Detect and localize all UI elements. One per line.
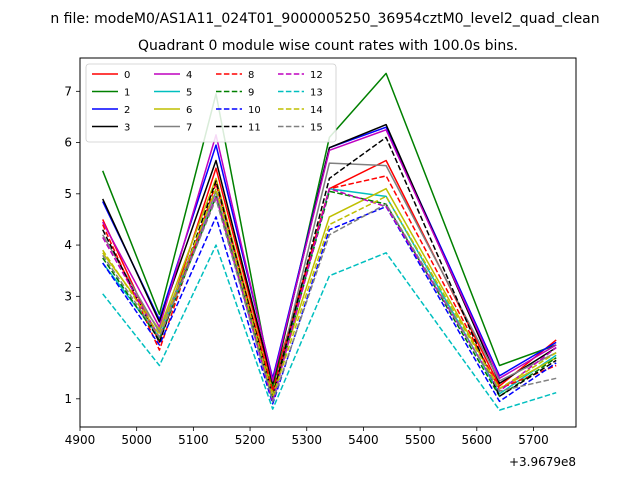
series-line-8	[102, 175, 557, 392]
series-layer	[102, 72, 557, 411]
y-tick-label: 6	[64, 136, 72, 150]
y-tick-label: 5	[64, 187, 72, 201]
chart-title: Quadrant 0 module wise count rates with …	[138, 38, 518, 54]
y-tick-label: 3	[64, 289, 72, 303]
x-axis: 4900 5000 5100 5200 5300 5400 5500 5600 5700	[65, 427, 549, 447]
legend-label: 0	[124, 70, 130, 81]
x-tick-label: 5100	[178, 433, 209, 447]
series-line-15	[102, 198, 557, 403]
legend-label: 2	[124, 105, 130, 116]
legend-label: 5	[186, 88, 192, 99]
legend-label: 10	[248, 105, 261, 116]
legend-box	[85, 63, 337, 143]
legend-label: 9	[248, 88, 254, 99]
legend-label: 3	[124, 123, 130, 134]
series-line-4	[102, 129, 557, 382]
legend-label: 8	[248, 70, 254, 81]
legend-label: 4	[186, 70, 192, 81]
x-tick-label: 5600	[462, 433, 493, 447]
y-tick-label: 2	[64, 341, 72, 355]
x-tick-label: 5200	[235, 433, 266, 447]
legend-label: 13	[310, 88, 323, 99]
x-tick-label: 5700	[518, 433, 549, 447]
y-tick-label: 1	[64, 392, 72, 406]
figure-suptitle: n file: modeM0/AS1A11_024T01_9000005250_…	[50, 11, 599, 27]
x-tick-label: 4900	[65, 433, 96, 447]
legend-label: 1	[124, 88, 130, 99]
x-offset-label: +3.9679e8	[509, 455, 576, 469]
legend-label: 14	[310, 105, 323, 116]
legend-label: 6	[186, 105, 192, 116]
plot-area-frame	[79, 57, 577, 428]
y-tick-label: 7	[64, 84, 72, 98]
series-line-7	[102, 162, 557, 398]
y-tick-label: 4	[64, 238, 72, 252]
x-tick-label: 5000	[121, 433, 152, 447]
series-line-12	[102, 187, 557, 403]
x-tick-label: 5500	[405, 433, 436, 447]
y-axis: 1 2 3 4 5 6 7	[64, 84, 80, 406]
series-line-5	[102, 187, 557, 398]
series-line-13	[102, 244, 557, 411]
legend-label: 15	[310, 123, 323, 134]
x-tick-label: 5300	[291, 433, 322, 447]
series-line-14	[102, 187, 557, 398]
x-tick-label: 5400	[348, 433, 379, 447]
legend-label: 11	[248, 123, 261, 134]
legend-label: 7	[186, 123, 192, 134]
legend-label: 12	[310, 70, 323, 81]
